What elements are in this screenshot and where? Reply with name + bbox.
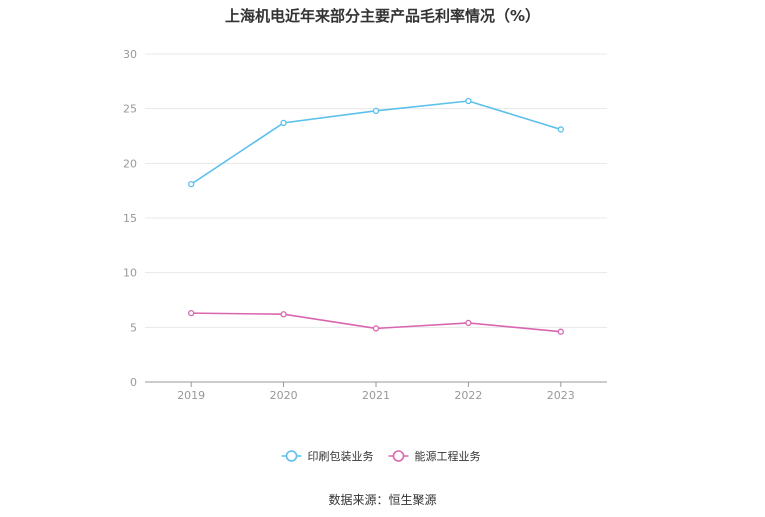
data-point (188, 309, 195, 317)
x-tick-label: 2019 (177, 389, 205, 402)
y-tick-label: 30 (123, 48, 137, 61)
data-point (372, 107, 380, 115)
data-point (557, 126, 564, 133)
chart-title: 上海机电近年来部分主要产品毛利率情况（%） (224, 7, 541, 25)
data-point (280, 311, 287, 318)
y-tick-label: 20 (123, 157, 137, 170)
y-tick-label: 25 (123, 103, 137, 116)
data-point (280, 119, 287, 127)
data-point (557, 328, 564, 335)
legend-marker (285, 450, 298, 462)
x-tick-label: 2023 (547, 389, 575, 402)
x-tick-label: 2022 (454, 389, 482, 402)
y-tick-label: 10 (123, 267, 137, 280)
y-tick-label: 5 (130, 321, 137, 334)
data-point (465, 97, 472, 105)
legend-label: 能源工程业务 (415, 449, 481, 463)
data-source: 数据来源：恒生聚源 (328, 493, 437, 507)
legend-label: 印刷包装业务 (308, 450, 374, 463)
y-tick-label: 15 (123, 212, 137, 225)
x-tick-label: 2021 (362, 389, 390, 402)
y-tick-label: 0 (130, 376, 137, 389)
data-point (188, 180, 195, 188)
data-point (465, 319, 472, 327)
x-tick-label: 2020 (270, 389, 298, 402)
data-point (372, 325, 380, 332)
legend-marker (392, 450, 405, 462)
